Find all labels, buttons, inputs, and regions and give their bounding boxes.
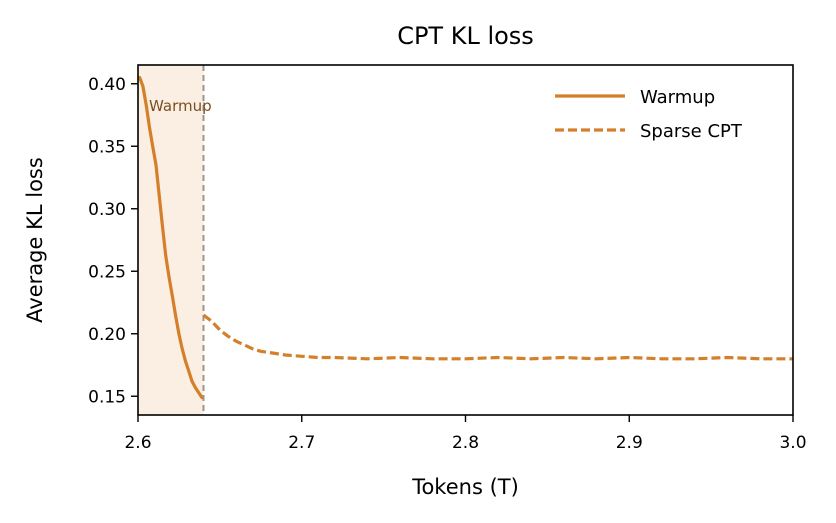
- x-axis: 2.6 2.7 2.8 2.9 3.0: [124, 415, 807, 453]
- series-line-warmup: [138, 75, 204, 400]
- x-tick-label: 2.8: [452, 433, 479, 453]
- y-tick-label: 0.15: [88, 387, 126, 407]
- x-tick-label: 2.6: [124, 433, 151, 453]
- series-layer: [138, 75, 793, 400]
- legend: Warmup Sparse CPT: [555, 87, 743, 142]
- y-tick-label: 0.20: [88, 325, 126, 345]
- x-tick-label: 2.9: [616, 433, 643, 453]
- y-tick-label: 0.35: [88, 137, 126, 157]
- x-axis-label: Tokens (T): [411, 475, 519, 499]
- x-tick-label: 2.7: [288, 433, 315, 453]
- y-axis: 0.15 0.20 0.25 0.30 0.35 0.40: [88, 75, 138, 407]
- y-tick-label: 0.30: [88, 200, 126, 220]
- series-line-sparse-cpt: [202, 313, 793, 361]
- legend-label: Sparse CPT: [640, 121, 743, 142]
- warmup-region-label: Warmup: [149, 97, 212, 115]
- y-tick-label: 0.40: [88, 75, 126, 95]
- x-tick-label: 3.0: [779, 433, 806, 453]
- chart-title: CPT KL loss: [397, 22, 534, 50]
- legend-label: Warmup: [640, 87, 715, 108]
- plot-frame: [137, 64, 794, 416]
- y-axis-label: Average KL loss: [23, 157, 47, 323]
- y-tick-label: 0.25: [88, 262, 126, 282]
